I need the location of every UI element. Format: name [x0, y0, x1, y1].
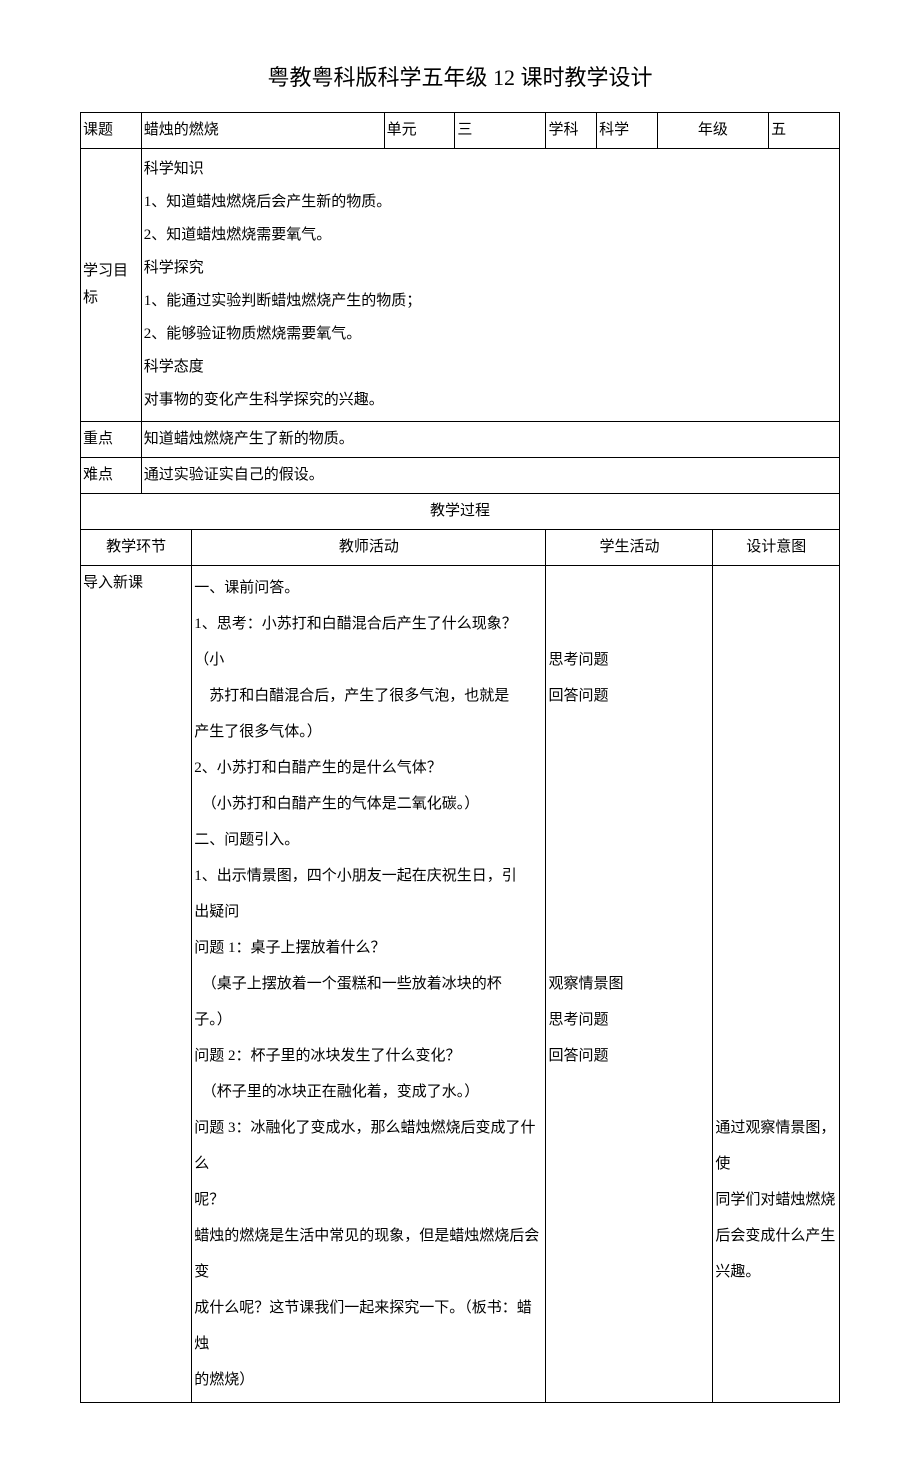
- page-title: 粤教粤科版科学五年级 12 课时教学设计: [80, 60, 840, 92]
- objectives-line: 1、知道蜡烛燃烧后会产生新的物质。: [144, 186, 837, 219]
- unit-value: 三: [455, 113, 546, 149]
- objectives-line: 科学探究: [144, 252, 837, 285]
- student-line: [548, 858, 710, 894]
- teacher-line: 2、小苏打和白醋产生的是什么气体？: [194, 750, 543, 786]
- student-line: 回答问题: [548, 1038, 710, 1074]
- intent-line: [715, 966, 837, 1002]
- topic-value: 蜡烛的燃烧: [141, 113, 384, 149]
- intent-line: [715, 1002, 837, 1038]
- intro-design-intent: 通过观察情景图，使 同学们对蜡烛燃烧 后会变成什么产生 兴趣。: [713, 566, 840, 1403]
- teacher-line: 1、思考：小苏打和白醋混合后产生了什么现象？（小: [194, 606, 543, 678]
- intent-line: [715, 570, 837, 606]
- teacher-line: 问题 1：桌子上摆放着什么？: [194, 930, 543, 966]
- topic-label: 课题: [81, 113, 142, 149]
- lesson-plan-table: 课题 蜡烛的燃烧 单元 三 学科 科学 年级 五 学习目标 科学知识 1、知道蜡…: [80, 112, 840, 1403]
- objectives-line: 2、知道蜡烛燃烧需要氧气。: [144, 219, 837, 252]
- intent-line: [715, 750, 837, 786]
- teacher-line: 二、问题引入。: [194, 822, 543, 858]
- objectives-line: 1、能通过实验判断蜡烛燃烧产生的物质；: [144, 285, 837, 318]
- student-line: [548, 894, 710, 930]
- grade-value: 五: [769, 113, 840, 149]
- teacher-line: 呢？: [194, 1182, 543, 1218]
- difficulty-label: 难点: [81, 458, 142, 494]
- intent-line: [715, 822, 837, 858]
- process-header: 教学过程: [81, 494, 840, 530]
- student-line: 回答问题: [548, 678, 710, 714]
- intent-line: [715, 678, 837, 714]
- intent-line: [715, 1038, 837, 1074]
- objectives-line: 2、能够验证物质燃烧需要氧气。: [144, 318, 837, 351]
- intro-teacher-activity: 一、课前问答。 1、思考：小苏打和白醋混合后产生了什么现象？（小 苏打和白醋混合…: [192, 566, 546, 1403]
- subject-value: 科学: [597, 113, 658, 149]
- intent-line: [715, 930, 837, 966]
- student-column: 学生活动: [546, 530, 713, 566]
- intent-line: [715, 1074, 837, 1110]
- teacher-line: 的燃烧）: [194, 1362, 543, 1398]
- objectives-line: 科学态度: [144, 351, 837, 384]
- objectives-label: 学习目标: [81, 149, 142, 422]
- intent-line: [715, 642, 837, 678]
- student-line: [548, 570, 710, 606]
- teacher-line: 问题 2：杯子里的冰块发生了什么变化？: [194, 1038, 543, 1074]
- intent-line: 同学们对蜡烛燃烧: [715, 1182, 837, 1218]
- student-line: 思考问题: [548, 1002, 710, 1038]
- subject-label: 学科: [546, 113, 597, 149]
- objectives-content: 科学知识 1、知道蜡烛燃烧后会产生新的物质。 2、知道蜡烛燃烧需要氧气。 科学探…: [141, 149, 839, 422]
- intro-student-activity: 思考问题 回答问题 观察情景图 思考问题 回答问题: [546, 566, 713, 1403]
- process-header-row: 教学过程: [81, 494, 840, 530]
- header-row: 课题 蜡烛的燃烧 单元 三 学科 科学 年级 五: [81, 113, 840, 149]
- student-line: 思考问题: [548, 642, 710, 678]
- student-line: [548, 930, 710, 966]
- teacher-line: 蜡烛的燃烧是生活中常见的现象，但是蜡烛燃烧后会变: [194, 1218, 543, 1290]
- student-line: [548, 822, 710, 858]
- teacher-line: 子。）: [194, 1002, 543, 1038]
- objectives-line: 科学知识: [144, 153, 837, 186]
- teacher-line: 出疑问: [194, 894, 543, 930]
- teacher-column: 教师活动: [192, 530, 546, 566]
- objectives-row: 学习目标 科学知识 1、知道蜡烛燃烧后会产生新的物质。 2、知道蜡烛燃烧需要氧气…: [81, 149, 840, 422]
- teacher-line: 问题 3：冰融化了变成水，那么蜡烛燃烧后变成了什么: [194, 1110, 543, 1182]
- intent-line: 后会变成什么产生: [715, 1218, 837, 1254]
- keypoint-value: 知道蜡烛燃烧产生了新的物质。: [141, 422, 839, 458]
- keypoint-row: 重点 知道蜡烛燃烧产生了新的物质。: [81, 422, 840, 458]
- process-columns-row: 教学环节 教师活动 学生活动 设计意图: [81, 530, 840, 566]
- intent-line: 兴趣。: [715, 1254, 837, 1290]
- difficulty-row: 难点 通过实验证实自己的假设。: [81, 458, 840, 494]
- phase-column: 教学环节: [81, 530, 192, 566]
- teacher-line: （小苏打和白醋产生的气体是二氧化碳。）: [194, 786, 543, 822]
- student-line: [548, 606, 710, 642]
- difficulty-value: 通过实验证实自己的假设。: [141, 458, 839, 494]
- student-line: [548, 750, 710, 786]
- intro-row: 导入新课 一、课前问答。 1、思考：小苏打和白醋混合后产生了什么现象？（小 苏打…: [81, 566, 840, 1403]
- intro-phase: 导入新课: [81, 566, 192, 1403]
- student-line: 观察情景图: [548, 966, 710, 1002]
- intent-line: [715, 858, 837, 894]
- teacher-line: （杯子里的冰块正在融化着，变成了水。）: [194, 1074, 543, 1110]
- teacher-line: 产生了很多气体。）: [194, 714, 543, 750]
- grade-label: 年级: [657, 113, 768, 149]
- student-line: [548, 786, 710, 822]
- objectives-line: 对事物的变化产生科学探究的兴趣。: [144, 384, 837, 417]
- keypoint-label: 重点: [81, 422, 142, 458]
- intent-line: 通过观察情景图，使: [715, 1110, 837, 1182]
- intent-line: [715, 606, 837, 642]
- teacher-line: 1、出示情景图，四个小朋友一起在庆祝生日，引: [194, 858, 543, 894]
- unit-label: 单元: [384, 113, 455, 149]
- intent-line: [715, 786, 837, 822]
- teacher-line: 苏打和白醋混合后，产生了很多气泡，也就是: [194, 678, 543, 714]
- student-line: [548, 714, 710, 750]
- teacher-line: 一、课前问答。: [194, 570, 543, 606]
- intent-column: 设计意图: [713, 530, 840, 566]
- intent-line: [715, 714, 837, 750]
- teacher-line: （桌子上摆放着一个蛋糕和一些放着冰块的杯: [194, 966, 543, 1002]
- intent-line: [715, 894, 837, 930]
